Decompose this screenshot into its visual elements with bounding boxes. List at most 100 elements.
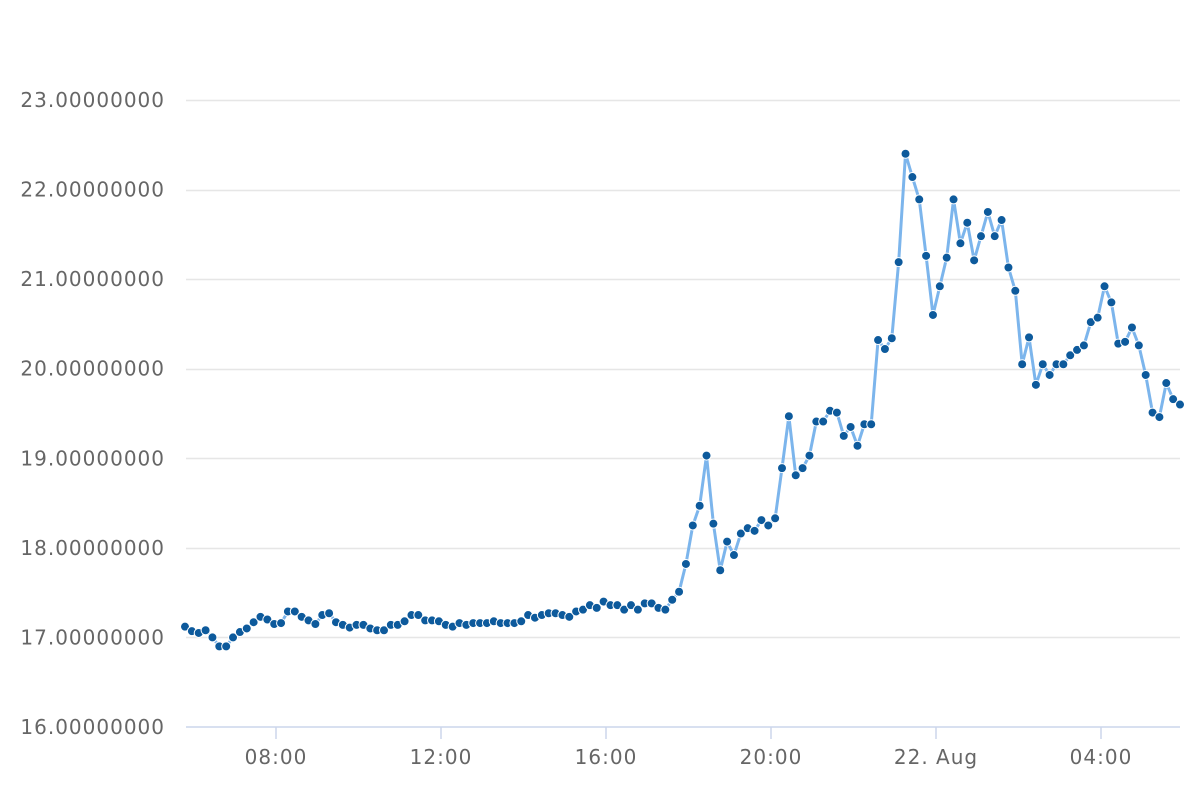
data-point[interactable] — [790, 470, 801, 481]
data-point[interactable] — [646, 598, 657, 609]
data-point[interactable] — [289, 606, 300, 617]
y-axis-labels: 16.00000000 17.00000000 18.00000000 19.0000… — [20, 88, 165, 739]
data-point[interactable] — [1133, 340, 1144, 351]
data-point[interactable] — [1003, 262, 1014, 273]
data-point[interactable] — [722, 536, 733, 547]
data-point[interactable] — [1072, 344, 1083, 355]
data-point[interactable] — [804, 450, 815, 461]
data-point[interactable] — [413, 610, 424, 621]
data-point[interactable] — [1037, 359, 1048, 370]
data-point[interactable] — [660, 604, 671, 615]
x-tick-label: 22. Aug — [894, 745, 978, 769]
data-point[interactable] — [749, 525, 760, 536]
data-point[interactable] — [777, 463, 787, 474]
data-point[interactable] — [982, 206, 993, 217]
data-point[interactable] — [921, 250, 932, 261]
data-point[interactable] — [1030, 379, 1041, 390]
data-point[interactable] — [818, 416, 829, 427]
data-point[interactable] — [667, 594, 678, 605]
data-point[interactable] — [1168, 394, 1179, 405]
data-point[interactable] — [1065, 350, 1076, 361]
data-point[interactable] — [674, 586, 685, 597]
data-point[interactable] — [1078, 340, 1089, 351]
data-point[interactable] — [591, 602, 602, 613]
data-point[interactable] — [248, 617, 259, 628]
data-point[interactable] — [221, 641, 232, 652]
data-point[interactable] — [941, 252, 952, 263]
data-point[interactable] — [632, 604, 643, 615]
data-point[interactable] — [1099, 281, 1110, 292]
data-point[interactable] — [866, 419, 877, 430]
x-tick-label: 08:00 — [245, 745, 308, 769]
data-point[interactable] — [564, 611, 575, 622]
data-point[interactable] — [900, 148, 911, 159]
data-point[interactable] — [770, 513, 781, 524]
data-point[interactable] — [996, 215, 1007, 226]
data-point[interactable] — [1161, 378, 1172, 389]
data-point[interactable] — [989, 231, 1000, 242]
data-point[interactable] — [1147, 407, 1158, 418]
data-point[interactable] — [180, 621, 190, 632]
data-point[interactable] — [1010, 285, 1021, 296]
data-point[interactable] — [907, 172, 918, 183]
data-point[interactable] — [694, 500, 705, 511]
data-point[interactable] — [619, 604, 630, 615]
data-point[interactable] — [838, 430, 849, 441]
data-point[interactable] — [962, 217, 973, 228]
data-point[interactable] — [262, 614, 273, 625]
data-point[interactable] — [1126, 322, 1137, 333]
data-point[interactable] — [1017, 359, 1028, 370]
data-point[interactable] — [873, 335, 884, 346]
data-point[interactable] — [708, 518, 719, 529]
data-point[interactable] — [1044, 369, 1055, 380]
data-point[interactable] — [276, 618, 287, 629]
data-point[interactable] — [976, 231, 986, 242]
data-point[interactable] — [845, 421, 856, 432]
data-point[interactable] — [1120, 336, 1131, 347]
data-point[interactable] — [831, 407, 842, 418]
data-point[interactable] — [1058, 359, 1069, 370]
data-point[interactable] — [228, 632, 239, 643]
data-point[interactable] — [207, 632, 218, 643]
data-point[interactable] — [516, 616, 527, 627]
y-tick-label: 22.00000000 — [20, 178, 165, 202]
data-point[interactable] — [241, 623, 252, 634]
data-point[interactable] — [1092, 312, 1103, 323]
data-point[interactable] — [715, 565, 726, 576]
data-point[interactable] — [626, 600, 637, 611]
data-point[interactable] — [948, 194, 959, 205]
data-point[interactable] — [886, 333, 897, 344]
data-point[interactable] — [701, 450, 712, 461]
y-tick-label: 16.00000000 — [20, 715, 165, 739]
data-point[interactable] — [578, 604, 588, 615]
data-point[interactable] — [763, 520, 774, 531]
data-point[interactable] — [893, 257, 904, 268]
data-point[interactable] — [399, 616, 410, 627]
data-point[interactable] — [797, 463, 808, 474]
data-point[interactable] — [934, 281, 945, 292]
data-point[interactable] — [200, 625, 211, 636]
data-point[interactable] — [1175, 399, 1185, 410]
data-point[interactable] — [955, 238, 966, 249]
data-point[interactable] — [1085, 317, 1096, 328]
data-point[interactable] — [735, 528, 746, 539]
data-point[interactable] — [1106, 297, 1117, 308]
data-point[interactable] — [680, 558, 691, 569]
data-point[interactable] — [914, 194, 925, 205]
data-point[interactable] — [927, 309, 938, 320]
data-point[interactable] — [379, 625, 389, 636]
data-point[interactable] — [756, 515, 767, 526]
data-point[interactable] — [728, 550, 739, 561]
data-point[interactable] — [1024, 332, 1035, 343]
data-point[interactable] — [1154, 412, 1165, 423]
data-point[interactable] — [879, 344, 890, 355]
data-point[interactable] — [612, 600, 623, 611]
data-point[interactable] — [324, 608, 335, 619]
data-point[interactable] — [969, 255, 980, 266]
data-point[interactable] — [687, 520, 698, 531]
data-point[interactable] — [783, 411, 794, 422]
data-point[interactable] — [852, 440, 863, 451]
data-point[interactable] — [1140, 369, 1151, 380]
y-tick-label: 19.00000000 — [20, 446, 165, 470]
data-point[interactable] — [310, 618, 321, 629]
